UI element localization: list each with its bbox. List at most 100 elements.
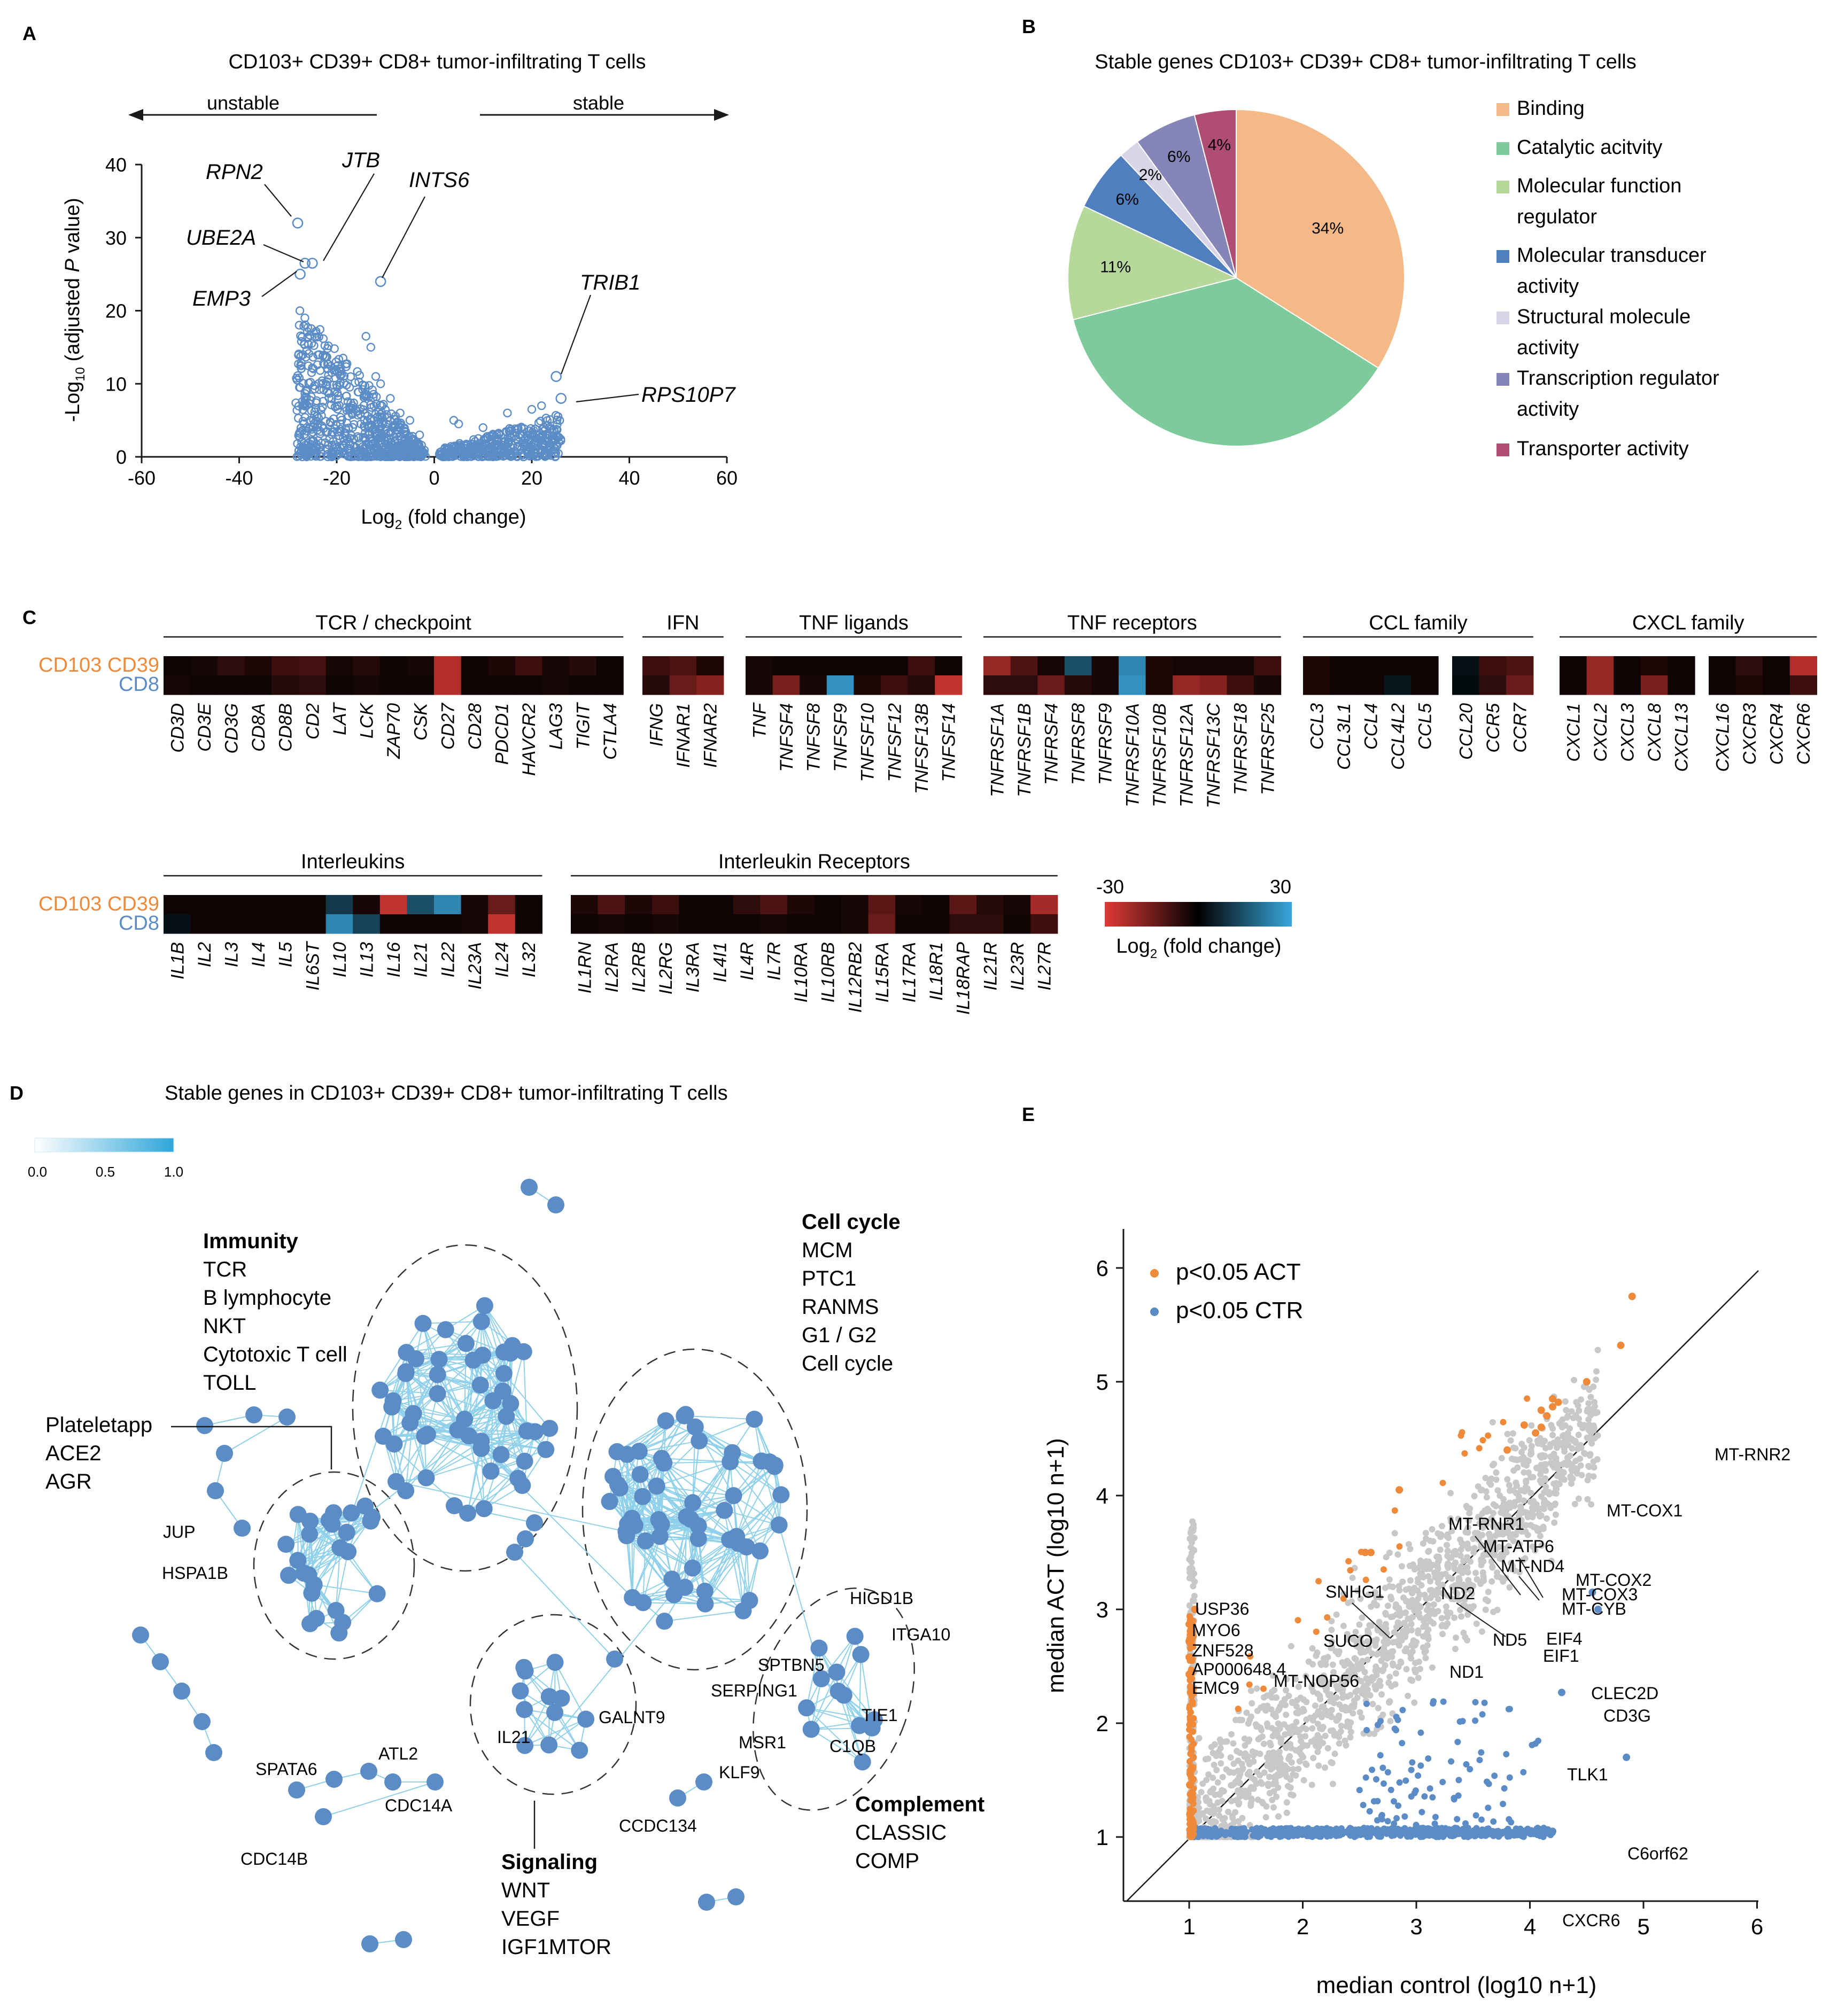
network-node bbox=[547, 1196, 564, 1213]
a-point bbox=[518, 439, 528, 449]
legend-label: Transporter activity bbox=[1517, 438, 1689, 460]
e-point-ctr bbox=[1367, 1833, 1374, 1840]
a-point bbox=[367, 452, 376, 461]
e-point bbox=[1344, 1636, 1351, 1643]
e-point-ctr bbox=[1428, 1826, 1435, 1833]
panel-e-points bbox=[1185, 1293, 1636, 1840]
e-point bbox=[1211, 1762, 1218, 1769]
e-point bbox=[1322, 1655, 1329, 1662]
heatmap-group-label: TNF receptors bbox=[1067, 612, 1197, 634]
e-point-ctr bbox=[1362, 1774, 1369, 1781]
e-point-ctr bbox=[1222, 1832, 1229, 1839]
e-point bbox=[1568, 1466, 1575, 1473]
e-point bbox=[1470, 1603, 1477, 1610]
e-point bbox=[1415, 1675, 1422, 1682]
e-point bbox=[1588, 1440, 1595, 1447]
a-point bbox=[372, 392, 381, 401]
pie-slice bbox=[1236, 108, 1405, 369]
e-y-tick-label: 6 bbox=[1096, 1256, 1108, 1281]
e-x-tick-label: 3 bbox=[1410, 1914, 1422, 1939]
e-point bbox=[1448, 1528, 1455, 1535]
a-x-tick-label: -20 bbox=[323, 467, 351, 489]
network-node bbox=[397, 1482, 415, 1499]
heatmap-cell bbox=[746, 675, 773, 695]
network-node-label: C1QB bbox=[829, 1737, 876, 1756]
network-node bbox=[676, 1407, 693, 1425]
e-point bbox=[1508, 1566, 1515, 1573]
panel-a-title: CD103+ CD39+ CD8+ tumor-infiltrating T c… bbox=[228, 51, 646, 73]
e-point bbox=[1571, 1500, 1578, 1507]
e-point bbox=[1393, 1638, 1400, 1645]
heatmap-cell bbox=[1010, 675, 1038, 695]
e-point bbox=[1294, 1710, 1301, 1717]
network-edge bbox=[671, 1539, 730, 1580]
network-edge bbox=[304, 1532, 347, 1574]
e-point bbox=[1328, 1645, 1335, 1652]
e-point bbox=[1247, 1687, 1254, 1694]
panel-b-label: B bbox=[1022, 15, 1036, 37]
e-point-ctr bbox=[1505, 1832, 1511, 1839]
heatmap-cell bbox=[1145, 656, 1173, 676]
network-node-label: HIGD1B bbox=[850, 1589, 913, 1608]
e-point bbox=[1586, 1464, 1593, 1470]
heatmap-gene-label: CCL3L1 bbox=[1334, 703, 1354, 770]
e-point bbox=[1406, 1562, 1413, 1569]
e-point-ctr bbox=[1426, 1832, 1433, 1839]
e-point bbox=[1423, 1595, 1430, 1602]
e-point bbox=[1567, 1436, 1574, 1443]
e-point bbox=[1395, 1632, 1402, 1639]
e-point-ctr bbox=[1377, 1831, 1384, 1838]
e-point bbox=[1490, 1608, 1496, 1615]
e-point bbox=[1388, 1683, 1395, 1690]
e-point bbox=[1275, 1813, 1282, 1820]
e-point bbox=[1510, 1531, 1517, 1538]
e-point bbox=[1458, 1613, 1465, 1620]
network-node bbox=[502, 1395, 519, 1412]
e-point-ctr bbox=[1388, 1832, 1395, 1839]
network-node bbox=[416, 1427, 433, 1445]
e-point-ctr bbox=[1356, 1831, 1363, 1838]
heatmap-cell bbox=[800, 656, 827, 676]
network-edge bbox=[423, 1323, 483, 1356]
e-point bbox=[1328, 1618, 1335, 1625]
e-point-ctr bbox=[1363, 1726, 1370, 1733]
heatmap-gene-label: IL6ST bbox=[303, 941, 323, 991]
a-point bbox=[384, 428, 393, 437]
heatmap-cell bbox=[642, 675, 670, 695]
network-edge bbox=[308, 1524, 333, 1575]
heatmap-cell bbox=[596, 675, 624, 695]
e-point-ctr bbox=[1491, 1772, 1498, 1779]
a-point bbox=[396, 408, 405, 418]
heatmap-gene-label: CXCL3 bbox=[1618, 703, 1638, 762]
network-edge bbox=[695, 1426, 762, 1462]
a-label-leader bbox=[264, 184, 292, 217]
a-point bbox=[319, 424, 328, 433]
heatmap-row-label: CD8 bbox=[119, 673, 159, 696]
e-point bbox=[1352, 1629, 1359, 1636]
network-edge bbox=[396, 1481, 626, 1532]
a-gene-label: UBE2A bbox=[186, 226, 256, 250]
a-point bbox=[552, 425, 561, 434]
heatmap-cell bbox=[669, 675, 697, 695]
pie-slice-label: 4% bbox=[1208, 136, 1231, 154]
network-node bbox=[301, 1512, 319, 1530]
network-node bbox=[516, 1737, 534, 1754]
e-point bbox=[1518, 1449, 1525, 1455]
e-point bbox=[1328, 1626, 1335, 1633]
e-point-ctr bbox=[1393, 1815, 1400, 1822]
e-point bbox=[1448, 1554, 1455, 1561]
heatmap-cell bbox=[1640, 656, 1668, 676]
network-node bbox=[725, 1487, 742, 1505]
e-point bbox=[1472, 1569, 1479, 1576]
heatmap-gene-label: IL12RB2 bbox=[845, 942, 865, 1013]
network-node bbox=[464, 1351, 482, 1369]
e-point bbox=[1537, 1532, 1544, 1539]
heatmap-cell bbox=[760, 914, 788, 934]
colorbar-min: 0.0 bbox=[28, 1164, 47, 1180]
e-point bbox=[1299, 1743, 1306, 1750]
pie-slice-label: 11% bbox=[1100, 259, 1131, 276]
network-edge bbox=[392, 1359, 440, 1402]
heatmap-gene-label: IFNAR1 bbox=[673, 703, 694, 768]
panel-e-label: E bbox=[1022, 1103, 1035, 1125]
e-point bbox=[1392, 1670, 1399, 1677]
